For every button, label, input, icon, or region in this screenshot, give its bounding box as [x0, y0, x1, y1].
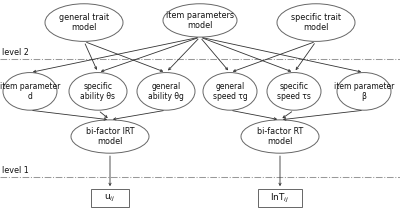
Text: general
speed τg: general speed τg [213, 82, 247, 101]
Text: item parameters
model: item parameters model [166, 11, 234, 30]
Text: item parameter
β: item parameter β [334, 82, 394, 101]
Text: u$_{ij}$: u$_{ij}$ [104, 193, 116, 204]
Text: general
ability θg: general ability θg [148, 82, 184, 101]
Text: item parameter
d: item parameter d [0, 82, 60, 101]
Text: level 2: level 2 [2, 48, 29, 57]
Text: specific
speed τs: specific speed τs [277, 82, 311, 101]
Text: bi-factor RT
model: bi-factor RT model [257, 127, 303, 146]
Text: specific
ability θs: specific ability θs [80, 82, 116, 101]
Text: general trait
model: general trait model [59, 13, 109, 32]
Text: level 1: level 1 [2, 166, 29, 175]
Text: lnT$_{ij}$: lnT$_{ij}$ [270, 192, 290, 205]
Text: bi-factor IRT
model: bi-factor IRT model [86, 127, 134, 146]
Text: specific trait
model: specific trait model [291, 13, 341, 32]
